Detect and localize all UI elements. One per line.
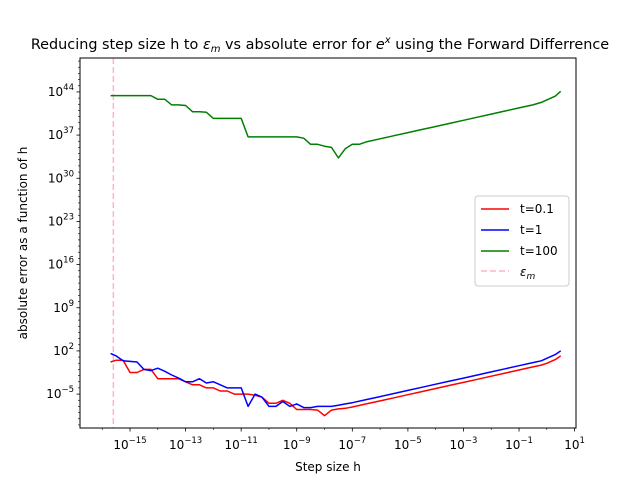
title-eps-subscript: m [211,44,221,55]
title-middle: vs absolute error for [220,37,375,53]
chart-title: Reducing step size h to εm vs absolute e… [31,35,609,55]
x-tick-label: 10−5 [394,436,422,452]
y-tick-label: 1037 [48,126,74,142]
y-tick-label: 1016 [48,256,74,272]
x-tick-label: 10−13 [169,436,202,452]
x-tick-label: 10−7 [338,436,366,452]
y-tick-label: 1023 [48,212,74,228]
legend-box [474,195,570,287]
y-tick-label: 1044 [48,83,74,99]
x-tick-label: 10−1 [505,436,533,452]
x-tick-label: 10−15 [113,436,146,452]
series-line-t1 [110,350,562,409]
legend-eps-subscript: m [527,272,536,282]
title-suffix: using the Forward Differrence [391,37,610,53]
legend-label-t100: t=100 [520,244,558,258]
y-tick-label: 109 [53,299,74,315]
series-line-t100 [110,90,562,159]
legend-eps-symbol: ε [520,265,527,279]
legend: t=0.1 t=1 t=100 εm [474,195,570,287]
x-tick-label: 101 [564,436,585,452]
y-tick-label: 102 [53,342,74,358]
title-superscript: x [384,35,391,46]
axes-frame [79,57,577,429]
axis-ticks: 10−15 10−13 10−11 10−9 10−7 10−5 10−3 10−1 101 10… [46,60,585,452]
series-line-t0-1 [110,355,562,417]
legend-label-eps-m: εm [520,265,536,282]
plot-area [110,58,562,428]
legend-label-t0-1: t=0.1 [520,202,554,216]
title-base: e [376,37,385,53]
y-axis-label: absolute error as a function of h [16,147,30,340]
title-prefix: Reducing step size h to [31,37,203,53]
y-tick-label: 10−5 [46,385,74,401]
legend-label-t1: t=1 [520,223,542,237]
x-tick-label: 10−9 [283,436,311,452]
x-tick-label: 10−11 [225,436,258,452]
x-tick-label: 10−3 [450,436,478,452]
y-tick-label: 1030 [48,169,74,185]
title-eps-symbol: ε [203,37,211,53]
x-axis-label: Step size h [295,460,361,474]
